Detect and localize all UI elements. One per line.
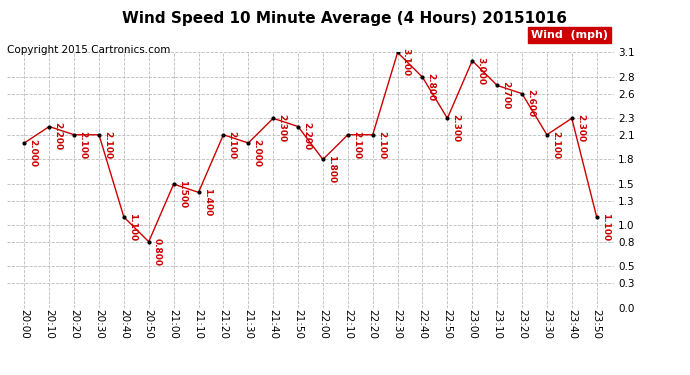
Text: 2.600: 2.600 (526, 90, 535, 118)
Text: 2.300: 2.300 (576, 114, 585, 142)
Text: 2.300: 2.300 (451, 114, 460, 142)
Text: 2.100: 2.100 (78, 130, 87, 159)
Text: 2.100: 2.100 (103, 130, 112, 159)
Text: 2.200: 2.200 (53, 122, 62, 150)
Text: 1.400: 1.400 (203, 188, 212, 216)
Text: 1.800: 1.800 (327, 155, 336, 183)
Text: 2.100: 2.100 (352, 130, 361, 159)
Text: 1.100: 1.100 (128, 213, 137, 241)
Text: 3.100: 3.100 (402, 48, 411, 76)
Text: 2.200: 2.200 (302, 122, 311, 150)
Text: 1.100: 1.100 (601, 213, 610, 241)
Text: 1.500: 1.500 (178, 180, 187, 208)
Text: Wind Speed 10 Minute Average (4 Hours) 20151016: Wind Speed 10 Minute Average (4 Hours) 2… (123, 11, 567, 26)
Text: Copyright 2015 Cartronics.com: Copyright 2015 Cartronics.com (7, 45, 170, 55)
Text: 2.700: 2.700 (502, 81, 511, 110)
Text: 2.800: 2.800 (426, 73, 435, 101)
Text: 2.000: 2.000 (28, 139, 37, 167)
Text: 2.300: 2.300 (277, 114, 286, 142)
Text: 2.100: 2.100 (228, 130, 237, 159)
Text: 0.800: 0.800 (153, 237, 162, 266)
Text: Wind  (mph): Wind (mph) (531, 30, 608, 40)
Text: 2.000: 2.000 (253, 139, 262, 167)
Text: 2.100: 2.100 (377, 130, 386, 159)
Text: 3.000: 3.000 (476, 57, 486, 84)
Text: 2.100: 2.100 (551, 130, 560, 159)
